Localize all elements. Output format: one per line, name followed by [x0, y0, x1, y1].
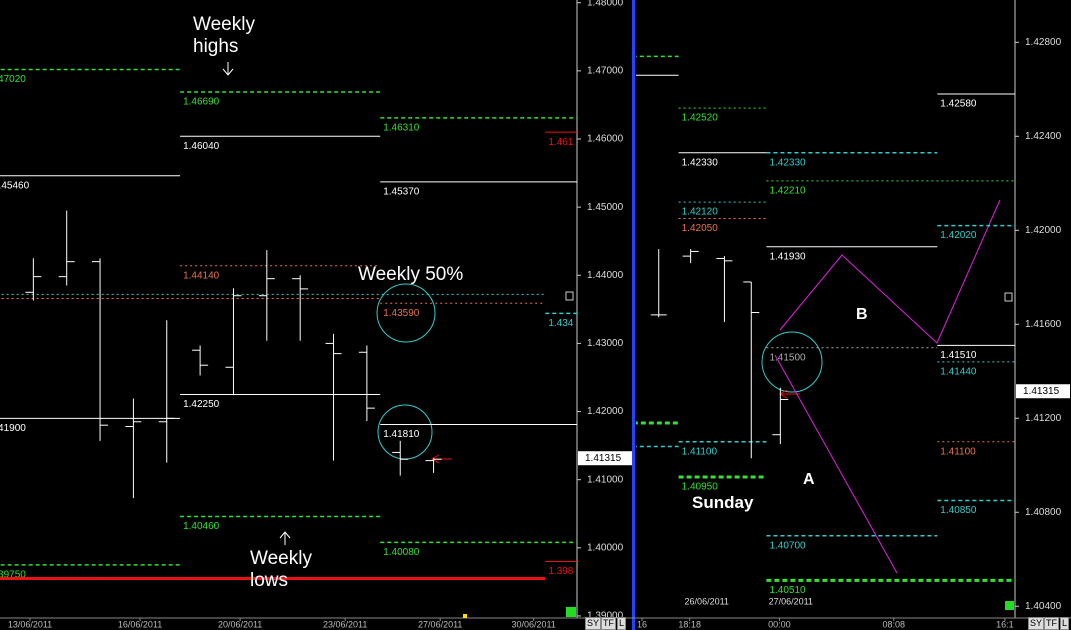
toolbar-button[interactable]: TF	[1044, 617, 1059, 630]
level-label: 1.45370	[383, 187, 420, 198]
level-label: 1.42020	[940, 230, 977, 241]
level-label: 1.398	[548, 566, 573, 577]
x-tick-label: 18:18	[678, 619, 701, 629]
level-label: 1.42520	[682, 113, 719, 124]
y-tick-label: 1.40000	[587, 542, 624, 553]
level-label: 1.434	[548, 318, 573, 329]
annotation: Sunday	[692, 493, 754, 512]
y-tick-label: 1.40400	[1025, 601, 1062, 612]
level-label: 1.46310	[383, 123, 420, 134]
marker	[566, 607, 576, 617]
pattern-line	[774, 354, 898, 574]
x-tick-label: 16	[637, 619, 647, 629]
level-label: 1.41100	[940, 446, 976, 457]
x-tick-label: 13/06/2011	[8, 619, 52, 629]
y-tick-label: 1.45000	[587, 202, 624, 213]
level-label: 1.41500	[769, 352, 806, 363]
current-price-label: 1.41315	[585, 453, 622, 464]
pattern-line	[779, 199, 1001, 344]
icon	[1004, 292, 1013, 302]
annotation: Weekly lows	[250, 548, 312, 591]
level-label: 1.44140	[183, 270, 220, 281]
highlight-circle	[761, 331, 823, 393]
y-tick-label: 1.42000	[587, 406, 624, 417]
level-label: 1.43590	[383, 308, 420, 319]
x-tick-label: 00:00	[768, 619, 791, 629]
x-tick-label: 16/06/2011	[118, 619, 162, 629]
x-tick-label: 23/06/2011	[323, 619, 367, 629]
y-tick-label: 1.46000	[587, 134, 624, 145]
level-label: 1.461	[548, 137, 573, 148]
y-tick-label: 1.42400	[1025, 131, 1062, 142]
y-tick-label: 1.41200	[1025, 413, 1062, 424]
y-tick-label: 1.42000	[1025, 225, 1062, 236]
arrow	[279, 531, 291, 545]
level-label: 1.42330	[682, 157, 719, 168]
level-label: 1.42120	[682, 207, 719, 218]
plot-area: 1.47020 1.46690 1.46310 1.45460 1.46040 1.453…	[0, 68, 577, 580]
y-tick-label: 1.39000	[587, 611, 624, 622]
y-tick-label: 1.44000	[587, 270, 624, 281]
level-label: 1.40510	[769, 585, 806, 596]
y-tick-label: 1.41600	[1025, 319, 1062, 330]
level-label: 1.41930	[769, 251, 806, 262]
toolbar-button[interactable]: SY	[1028, 617, 1045, 630]
level-label: 1.42250	[183, 399, 220, 410]
date-label: 26/06/2011	[685, 596, 729, 606]
marker	[1005, 601, 1014, 610]
x-tick-label: 20/06/2011	[218, 619, 262, 629]
toolbar-button[interactable]: L	[1060, 617, 1070, 630]
annotation: Weekly 50%	[358, 264, 464, 285]
current-price-box	[1016, 384, 1070, 399]
plot-area: 1.42330 1.41930 1.42580 1.41510 1.42520 1.422…	[636, 55, 1015, 596]
level-label: 1.39750	[0, 569, 26, 580]
level-label: 1.45460	[0, 180, 30, 191]
y-tick-label: 1.41000	[587, 474, 624, 485]
x-tick-label: 08:08	[882, 619, 905, 629]
y-tick-label: 1.47000	[587, 66, 624, 77]
level-label: 1.40950	[682, 482, 719, 493]
date-label: 27/06/2011	[769, 596, 813, 606]
level-label: 1.41100	[682, 446, 718, 457]
annotation: B	[856, 306, 868, 323]
level-label: 1.41810	[383, 429, 420, 440]
toolbar-button[interactable]: SY	[585, 617, 602, 630]
level-label: 1.42330	[769, 157, 806, 168]
x-tick-label: 27/06/2011	[418, 619, 462, 629]
level-label: 1.47020	[0, 74, 26, 85]
level-label: 1.46690	[183, 97, 220, 108]
level-label: 1.46040	[183, 141, 220, 152]
icon	[565, 291, 574, 301]
level-label: 1.42580	[940, 99, 977, 110]
level-label: 1.40460	[183, 521, 220, 532]
level-label: 1.41510	[940, 350, 977, 361]
marker	[463, 614, 467, 618]
x-tick-label: 30/06/2011	[511, 619, 555, 629]
current-price-box	[578, 451, 632, 466]
current-price-label: 1.41315	[1023, 386, 1060, 397]
panel-divider	[632, 0, 635, 630]
level-label: 1.40700	[769, 540, 806, 551]
y-tick-label: 1.42800	[1025, 37, 1062, 48]
y-tick-label: 1.43000	[587, 338, 624, 349]
annotation: Weekly highs	[193, 14, 255, 57]
arrow	[222, 62, 234, 76]
level-label: 1.41900	[0, 423, 26, 434]
toolbar-button[interactable]: TF	[601, 617, 616, 630]
level-label: 1.41440	[940, 367, 977, 378]
level-label: 1.40850	[940, 505, 977, 516]
y-tick-label: 1.48000	[587, 0, 624, 8]
highlight-circle	[376, 283, 436, 343]
annotation: A	[803, 471, 815, 488]
level-label: 1.42210	[769, 186, 806, 197]
level-label: 1.42050	[682, 223, 719, 234]
x-tick-label: 16:1	[996, 619, 1014, 629]
toolbar-button[interactable]: L	[617, 617, 627, 630]
level-label: 1.40080	[383, 547, 420, 558]
y-tick-label: 1.40800	[1025, 507, 1062, 518]
